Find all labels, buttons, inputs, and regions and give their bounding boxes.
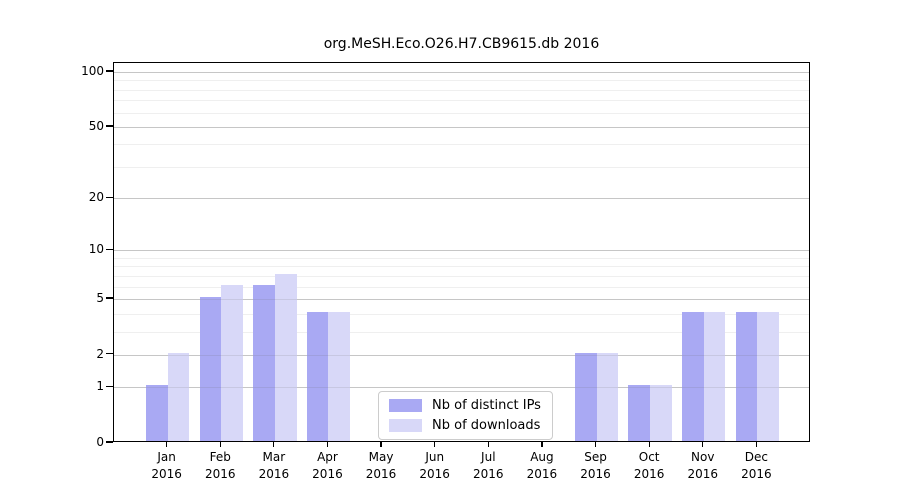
gridline-major bbox=[114, 354, 809, 356]
x-tick-mark bbox=[755, 442, 758, 447]
y-tick-mark bbox=[106, 248, 113, 250]
gridline-minor bbox=[114, 331, 809, 333]
bar-downloads bbox=[274, 273, 297, 441]
x-tick-label: May 2016 bbox=[365, 450, 397, 481]
gridline-minor bbox=[114, 275, 809, 277]
x-tick-mark bbox=[541, 442, 543, 447]
x-tick-mark bbox=[273, 442, 275, 447]
x-tick-label: Dec 2016 bbox=[741, 450, 772, 481]
x-tick-mark bbox=[326, 442, 329, 447]
gridline-overlay bbox=[114, 198, 809, 200]
bar-distinct-ips bbox=[199, 296, 222, 441]
y-tick-label: 1 bbox=[96, 379, 104, 394]
bar-downloads bbox=[757, 311, 780, 441]
y-tick-label: 0 bbox=[96, 435, 104, 449]
gridline-major bbox=[114, 72, 809, 73]
gridline-minor bbox=[114, 112, 809, 114]
gridline-minor bbox=[114, 313, 809, 315]
y-tick-mark bbox=[106, 196, 113, 198]
x-tick-label: Apr 2016 bbox=[312, 450, 343, 481]
x-tick-label: Sep 2016 bbox=[580, 450, 611, 481]
x-tick-mark bbox=[219, 442, 221, 447]
y-tick-mark bbox=[106, 441, 113, 443]
legend-swatch-distinct-ips bbox=[389, 399, 422, 412]
legend-label-downloads: Nb of downloads bbox=[432, 418, 541, 433]
y-tick-mark bbox=[106, 353, 113, 355]
y-tick-mark bbox=[106, 297, 113, 299]
gridline-minor bbox=[114, 166, 809, 168]
x-tick-label: Mar 2016 bbox=[258, 450, 290, 481]
x-tick-mark bbox=[648, 442, 650, 447]
gridline-minor bbox=[114, 89, 809, 91]
gridline-major bbox=[114, 250, 809, 252]
x-tick-mark bbox=[487, 442, 489, 447]
legend-label-distinct-ips: Nb of distinct IPs bbox=[432, 398, 541, 413]
gridline-minor bbox=[114, 100, 809, 102]
x-tick-label: Jul 2016 bbox=[473, 450, 504, 481]
legend: Nb of distinct IPs Nb of downloads bbox=[378, 391, 553, 440]
gridline-overlay bbox=[114, 354, 809, 356]
gridline-minor bbox=[114, 266, 809, 268]
x-tick-label: Nov 2016 bbox=[687, 450, 719, 481]
bar-downloads bbox=[703, 311, 726, 441]
y-tick-label: 20 bbox=[88, 190, 104, 205]
chart-title: org.MeSH.Eco.O26.H7.CB9615.db 2016 bbox=[323, 36, 600, 52]
bar-downloads bbox=[596, 352, 619, 441]
x-tick-label: Jan 2016 bbox=[151, 450, 182, 481]
legend-item-downloads: Nb of downloads bbox=[389, 418, 541, 433]
bar-distinct-ips bbox=[682, 311, 704, 441]
y-tick-mark bbox=[106, 70, 113, 72]
gridline-minor bbox=[114, 144, 809, 146]
y-tick-label: 10 bbox=[88, 242, 104, 257]
bar-downloads bbox=[328, 311, 351, 441]
legend-item-distinct-ips: Nb of distinct IPs bbox=[389, 398, 541, 413]
y-tick-label: 2 bbox=[96, 346, 104, 361]
x-tick-label: Aug 2016 bbox=[526, 450, 558, 481]
legend-swatch-downloads bbox=[389, 419, 422, 432]
bar-downloads bbox=[167, 352, 190, 441]
y-tick-mark bbox=[106, 125, 113, 127]
x-tick-label: Feb 2016 bbox=[204, 450, 236, 481]
x-tick-label: Jun 2016 bbox=[419, 450, 450, 481]
gridline-overlay bbox=[114, 387, 809, 389]
gridline-overlay bbox=[114, 126, 809, 128]
gridline-major bbox=[114, 387, 809, 389]
x-tick-mark bbox=[702, 442, 704, 447]
bar-distinct-ips bbox=[574, 352, 597, 441]
gridline-major bbox=[114, 298, 809, 300]
y-tick-label: 100 bbox=[81, 64, 104, 78]
gridline-minor bbox=[114, 257, 809, 259]
x-tick-mark bbox=[434, 442, 436, 447]
x-tick-mark bbox=[380, 442, 382, 447]
gridline-minor bbox=[114, 286, 809, 288]
bar-distinct-ips bbox=[306, 311, 329, 441]
gridline-overlay bbox=[114, 298, 809, 300]
y-tick-label: 5 bbox=[96, 290, 104, 305]
x-tick-mark bbox=[165, 442, 168, 447]
gridline-overlay bbox=[114, 72, 809, 73]
plot-area bbox=[113, 62, 810, 442]
x-tick-mark bbox=[594, 442, 597, 447]
gridline-major bbox=[114, 126, 809, 128]
bar-downloads bbox=[221, 284, 243, 441]
x-tick-label: Oct 2016 bbox=[633, 450, 665, 481]
y-tick-label: 50 bbox=[88, 118, 104, 133]
bar-distinct-ips bbox=[735, 311, 758, 441]
bar-downloads bbox=[650, 385, 672, 441]
y-tick-mark bbox=[106, 385, 113, 387]
gridline-overlay bbox=[114, 250, 809, 252]
gridline-major bbox=[114, 198, 809, 200]
bar-distinct-ips bbox=[628, 385, 651, 441]
bar-distinct-ips bbox=[253, 284, 275, 441]
gridline-minor bbox=[114, 80, 809, 82]
bar-distinct-ips bbox=[145, 385, 168, 441]
